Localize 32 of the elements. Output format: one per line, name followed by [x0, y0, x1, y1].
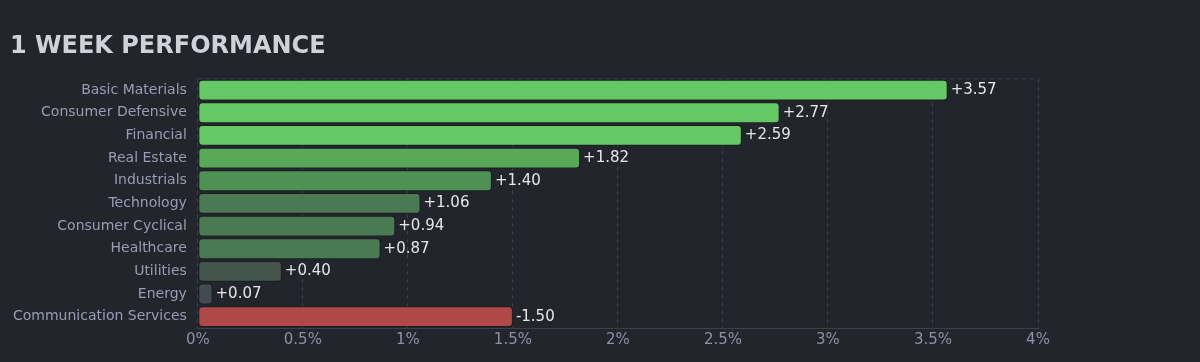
x-tick-label: 0.5% [283, 329, 322, 348]
y-tick-label: Consumer Cyclical [57, 216, 187, 233]
data-label: +0.87 [383, 238, 430, 257]
y-tick-label: Consumer Defensive [41, 103, 187, 120]
y-tick-label: Real Estate [107, 148, 187, 165]
y-tick-label: Healthcare [110, 239, 187, 256]
y-tick-label: Basic Materials [81, 80, 187, 97]
y-tick-label: Industrials [113, 171, 187, 188]
y-tick-label: Financial [125, 126, 187, 143]
data-label: -1.50 [515, 306, 555, 325]
data-label: +0.94 [398, 215, 445, 234]
x-tick-label: 3% [816, 329, 840, 348]
y-tick-label: Technology [107, 194, 187, 211]
data-label: +1.06 [423, 193, 470, 212]
data-label: +1.40 [494, 170, 541, 189]
x-tick-label: 0% [185, 329, 210, 348]
x-tick-label: 1.5% [493, 329, 532, 348]
x-tick-label: 2.5% [703, 329, 742, 348]
data-label: +2.77 [782, 102, 829, 121]
x-tick-label: 2% [606, 329, 630, 348]
data-label: +1.82 [583, 147, 630, 166]
data-label: +0.40 [284, 261, 331, 280]
x-tick-label: 3.5% [913, 329, 953, 348]
x-tick-label: 4% [1026, 329, 1050, 348]
y-tick-label: Energy [137, 284, 187, 301]
y-tick-label: Communication Services [12, 307, 187, 324]
data-label: +2.59 [744, 125, 791, 144]
data-label: +3.57 [950, 80, 997, 99]
data-label: +0.07 [215, 283, 262, 302]
chart-title: 1 WEEK PERFORMANCE [10, 30, 326, 59]
x-tick-label: 1% [395, 329, 420, 348]
y-tick-label: Utilities [134, 262, 187, 278]
